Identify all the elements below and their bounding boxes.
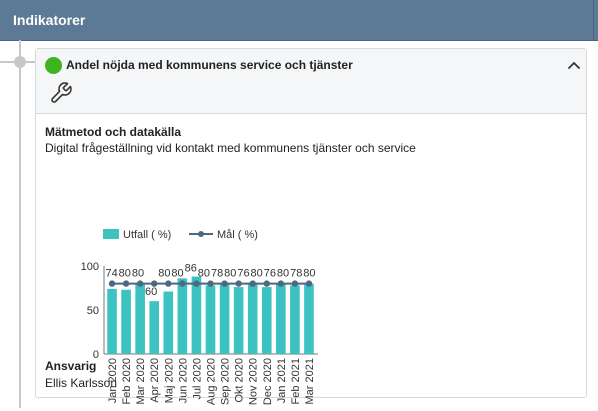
x-tick-label: Feb 2021 bbox=[290, 358, 302, 404]
target-point-mal bbox=[108, 280, 116, 287]
x-tick-label: Jan 2021 bbox=[276, 358, 288, 403]
data-label: 80 bbox=[132, 268, 144, 280]
data-label: 78 bbox=[290, 268, 302, 280]
bar-utfall bbox=[205, 285, 216, 354]
indicator-card: Andel nöjda med kommunens service och tj… bbox=[35, 48, 587, 405]
data-label: 80 bbox=[303, 268, 315, 280]
target-point-mal bbox=[305, 280, 313, 287]
bar-utfall bbox=[107, 288, 117, 354]
bar-utfall bbox=[219, 283, 230, 354]
bar-utfall bbox=[276, 283, 286, 354]
target-point-mal bbox=[221, 280, 228, 287]
data-label: 80 bbox=[158, 268, 170, 280]
x-tick-label: Nov 2020 bbox=[248, 358, 260, 405]
legend-label-mal: Mål ( %) bbox=[217, 229, 258, 241]
y-tick-label: 100 bbox=[81, 261, 99, 273]
legend-swatch-utfall bbox=[103, 229, 119, 239]
data-label: 80 bbox=[171, 268, 183, 280]
target-point-mal bbox=[235, 280, 242, 287]
bar-utfall bbox=[191, 276, 202, 354]
data-label: 60 bbox=[145, 286, 157, 298]
status-indicator-icon bbox=[45, 57, 62, 74]
header-divider bbox=[593, 0, 594, 40]
y-tick-label: 0 bbox=[93, 349, 99, 361]
bar-utfall bbox=[163, 291, 174, 354]
data-label: 78 bbox=[211, 268, 223, 280]
target-point-mal bbox=[136, 280, 144, 287]
bar-utfall bbox=[233, 287, 244, 354]
x-tick-label: Mar 2020 bbox=[135, 358, 147, 404]
data-label: 76 bbox=[264, 268, 276, 280]
tree-line bbox=[19, 40, 21, 408]
target-point-mal bbox=[193, 280, 200, 287]
indicators-header: Indikatorer bbox=[0, 0, 598, 41]
bar-utfall bbox=[304, 283, 314, 354]
bar-utfall bbox=[177, 278, 188, 354]
data-label: 80 bbox=[277, 268, 289, 280]
x-tick-label: Jul 2020 bbox=[191, 358, 203, 400]
data-label: 74 bbox=[105, 268, 117, 280]
x-tick-label: Aug 2020 bbox=[206, 358, 218, 405]
x-tick-label: Mar 2021 bbox=[304, 358, 316, 404]
x-tick-label: Sep 2020 bbox=[220, 358, 232, 405]
legend-marker-mal bbox=[198, 231, 204, 237]
x-tick-label: Okt 2020 bbox=[234, 358, 246, 403]
data-label: 86 bbox=[185, 262, 197, 274]
target-point-mal bbox=[207, 280, 214, 287]
responsible-name: Ellis Karlsson bbox=[45, 376, 118, 390]
target-point-mal bbox=[165, 280, 172, 287]
bar-utfall bbox=[290, 285, 300, 354]
target-point-mal bbox=[291, 280, 299, 287]
bar-utfall bbox=[261, 287, 272, 354]
data-label: 80 bbox=[119, 268, 131, 280]
data-label: 80 bbox=[198, 268, 210, 280]
bar-utfall bbox=[121, 289, 131, 354]
measurement-method-label: Mätmetod och datakälla bbox=[45, 125, 182, 139]
legend-label-utfall: Utfall ( %) bbox=[123, 229, 171, 241]
wrench-icon[interactable] bbox=[49, 81, 73, 105]
data-label: 80 bbox=[251, 268, 263, 280]
data-label: 76 bbox=[237, 268, 249, 280]
y-tick-label: 50 bbox=[87, 305, 99, 317]
x-tick-label: Feb 2020 bbox=[121, 358, 133, 404]
indicator-title: Andel nöjda med kommunens service och tj… bbox=[66, 58, 353, 72]
x-tick-label: Apr 2020 bbox=[149, 358, 161, 403]
bar-utfall bbox=[149, 301, 160, 354]
chevron-up-icon[interactable] bbox=[566, 57, 582, 73]
responsible-label: Ansvarig bbox=[45, 359, 97, 373]
x-tick-label: Dec 2020 bbox=[262, 358, 274, 405]
target-point-mal bbox=[151, 280, 158, 287]
x-tick-label: Jan 2020 bbox=[107, 358, 119, 403]
target-point-mal bbox=[249, 280, 256, 287]
data-label: 80 bbox=[224, 268, 236, 280]
target-point-mal bbox=[122, 280, 130, 287]
bar-utfall bbox=[135, 283, 145, 354]
header-title: Indikatorer bbox=[13, 12, 86, 28]
target-point-mal bbox=[179, 280, 186, 287]
tree-node bbox=[14, 56, 26, 68]
x-tick-label: Maj 2020 bbox=[163, 358, 175, 403]
bar-utfall bbox=[247, 283, 258, 354]
x-tick-label: Jun 2020 bbox=[177, 358, 189, 403]
target-point-mal bbox=[263, 280, 270, 287]
measurement-method-text: Digital frågeställning vid kontakt med k… bbox=[45, 141, 416, 155]
indicator-card-header[interactable]: Andel nöjda med kommunens service och tj… bbox=[36, 49, 586, 114]
target-point-mal bbox=[277, 280, 285, 287]
